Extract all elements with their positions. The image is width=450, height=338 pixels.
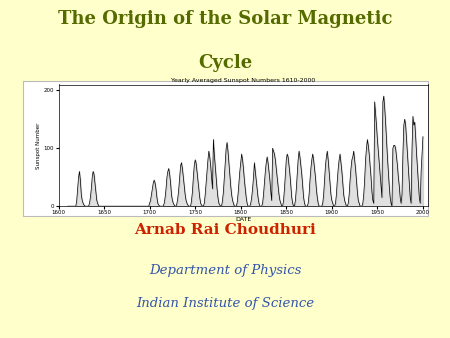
Text: Department of Physics: Department of Physics: [149, 264, 301, 276]
Y-axis label: Sunspot Number: Sunspot Number: [36, 122, 41, 169]
Text: Arnab Rai Choudhuri: Arnab Rai Choudhuri: [134, 223, 316, 237]
X-axis label: DATE: DATE: [235, 217, 251, 222]
Text: The Origin of the Solar Magnetic: The Origin of the Solar Magnetic: [58, 10, 392, 28]
Text: Indian Institute of Science: Indian Institute of Science: [136, 297, 314, 310]
Title: Yearly Averaged Sunspot Numbers 1610-2000: Yearly Averaged Sunspot Numbers 1610-200…: [171, 78, 315, 83]
Text: Cycle: Cycle: [198, 54, 252, 72]
